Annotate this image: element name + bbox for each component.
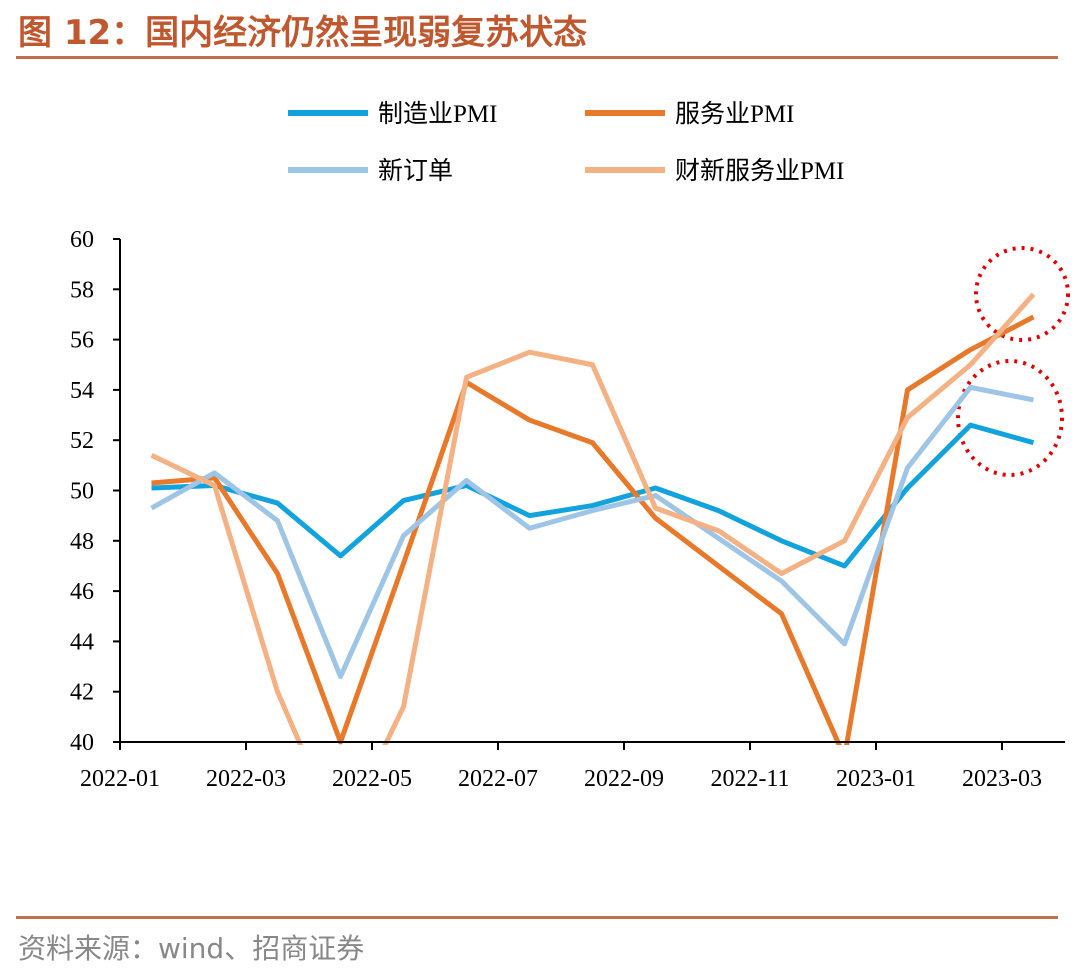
source-note: 资料来源：wind、招商证券 bbox=[18, 932, 364, 965]
highlight-circle bbox=[956, 359, 1064, 477]
highlight-circle bbox=[974, 246, 1070, 342]
y-tick-label: 56 bbox=[70, 328, 94, 354]
footer-rule bbox=[16, 916, 1058, 919]
title-rule bbox=[16, 56, 1058, 59]
y-tick-label: 48 bbox=[70, 529, 94, 555]
series-line bbox=[151, 314, 1035, 745]
legend-label: 财新服务业PMI bbox=[675, 157, 844, 185]
y-tick-label: 40 bbox=[70, 730, 94, 756]
legend-label: 制造业PMI bbox=[378, 100, 497, 128]
x-tick-label: 2022-01 bbox=[80, 766, 160, 792]
legend-label: 新订单 bbox=[378, 157, 453, 185]
y-tick-label: 58 bbox=[70, 277, 94, 303]
series-line bbox=[150, 292, 1036, 745]
plot-lines bbox=[150, 292, 1036, 745]
x-tick-label: 2022-03 bbox=[206, 766, 286, 792]
x-tick-label: 2022-07 bbox=[458, 766, 538, 792]
x-tick-label: 2022-11 bbox=[710, 766, 789, 792]
x-tick-label: 2022-09 bbox=[584, 766, 664, 792]
highlight-circles bbox=[956, 246, 1070, 477]
y-tick-label: 44 bbox=[70, 629, 94, 655]
figure-title: 图 12：国内经济仍然呈现弱复苏状态 bbox=[18, 13, 587, 53]
x-tick-label: 2023-01 bbox=[836, 766, 916, 792]
y-tick-label: 46 bbox=[70, 579, 94, 605]
y-tick-label: 60 bbox=[70, 227, 94, 253]
x-tick-label: 2023-03 bbox=[962, 766, 1042, 792]
legend-label: 服务业PMI bbox=[675, 100, 794, 128]
series-line bbox=[150, 384, 1034, 680]
y-tick-label: 42 bbox=[70, 680, 94, 706]
y-tick-label: 50 bbox=[70, 479, 94, 505]
y-tick-label: 52 bbox=[70, 428, 94, 454]
y-tick-label: 54 bbox=[70, 378, 94, 404]
x-tick-labels: 2022-01 2022-03 2022-05 2022-07 2022-09 2022-… bbox=[80, 766, 1042, 792]
x-tick-label: 2022-05 bbox=[332, 766, 412, 792]
